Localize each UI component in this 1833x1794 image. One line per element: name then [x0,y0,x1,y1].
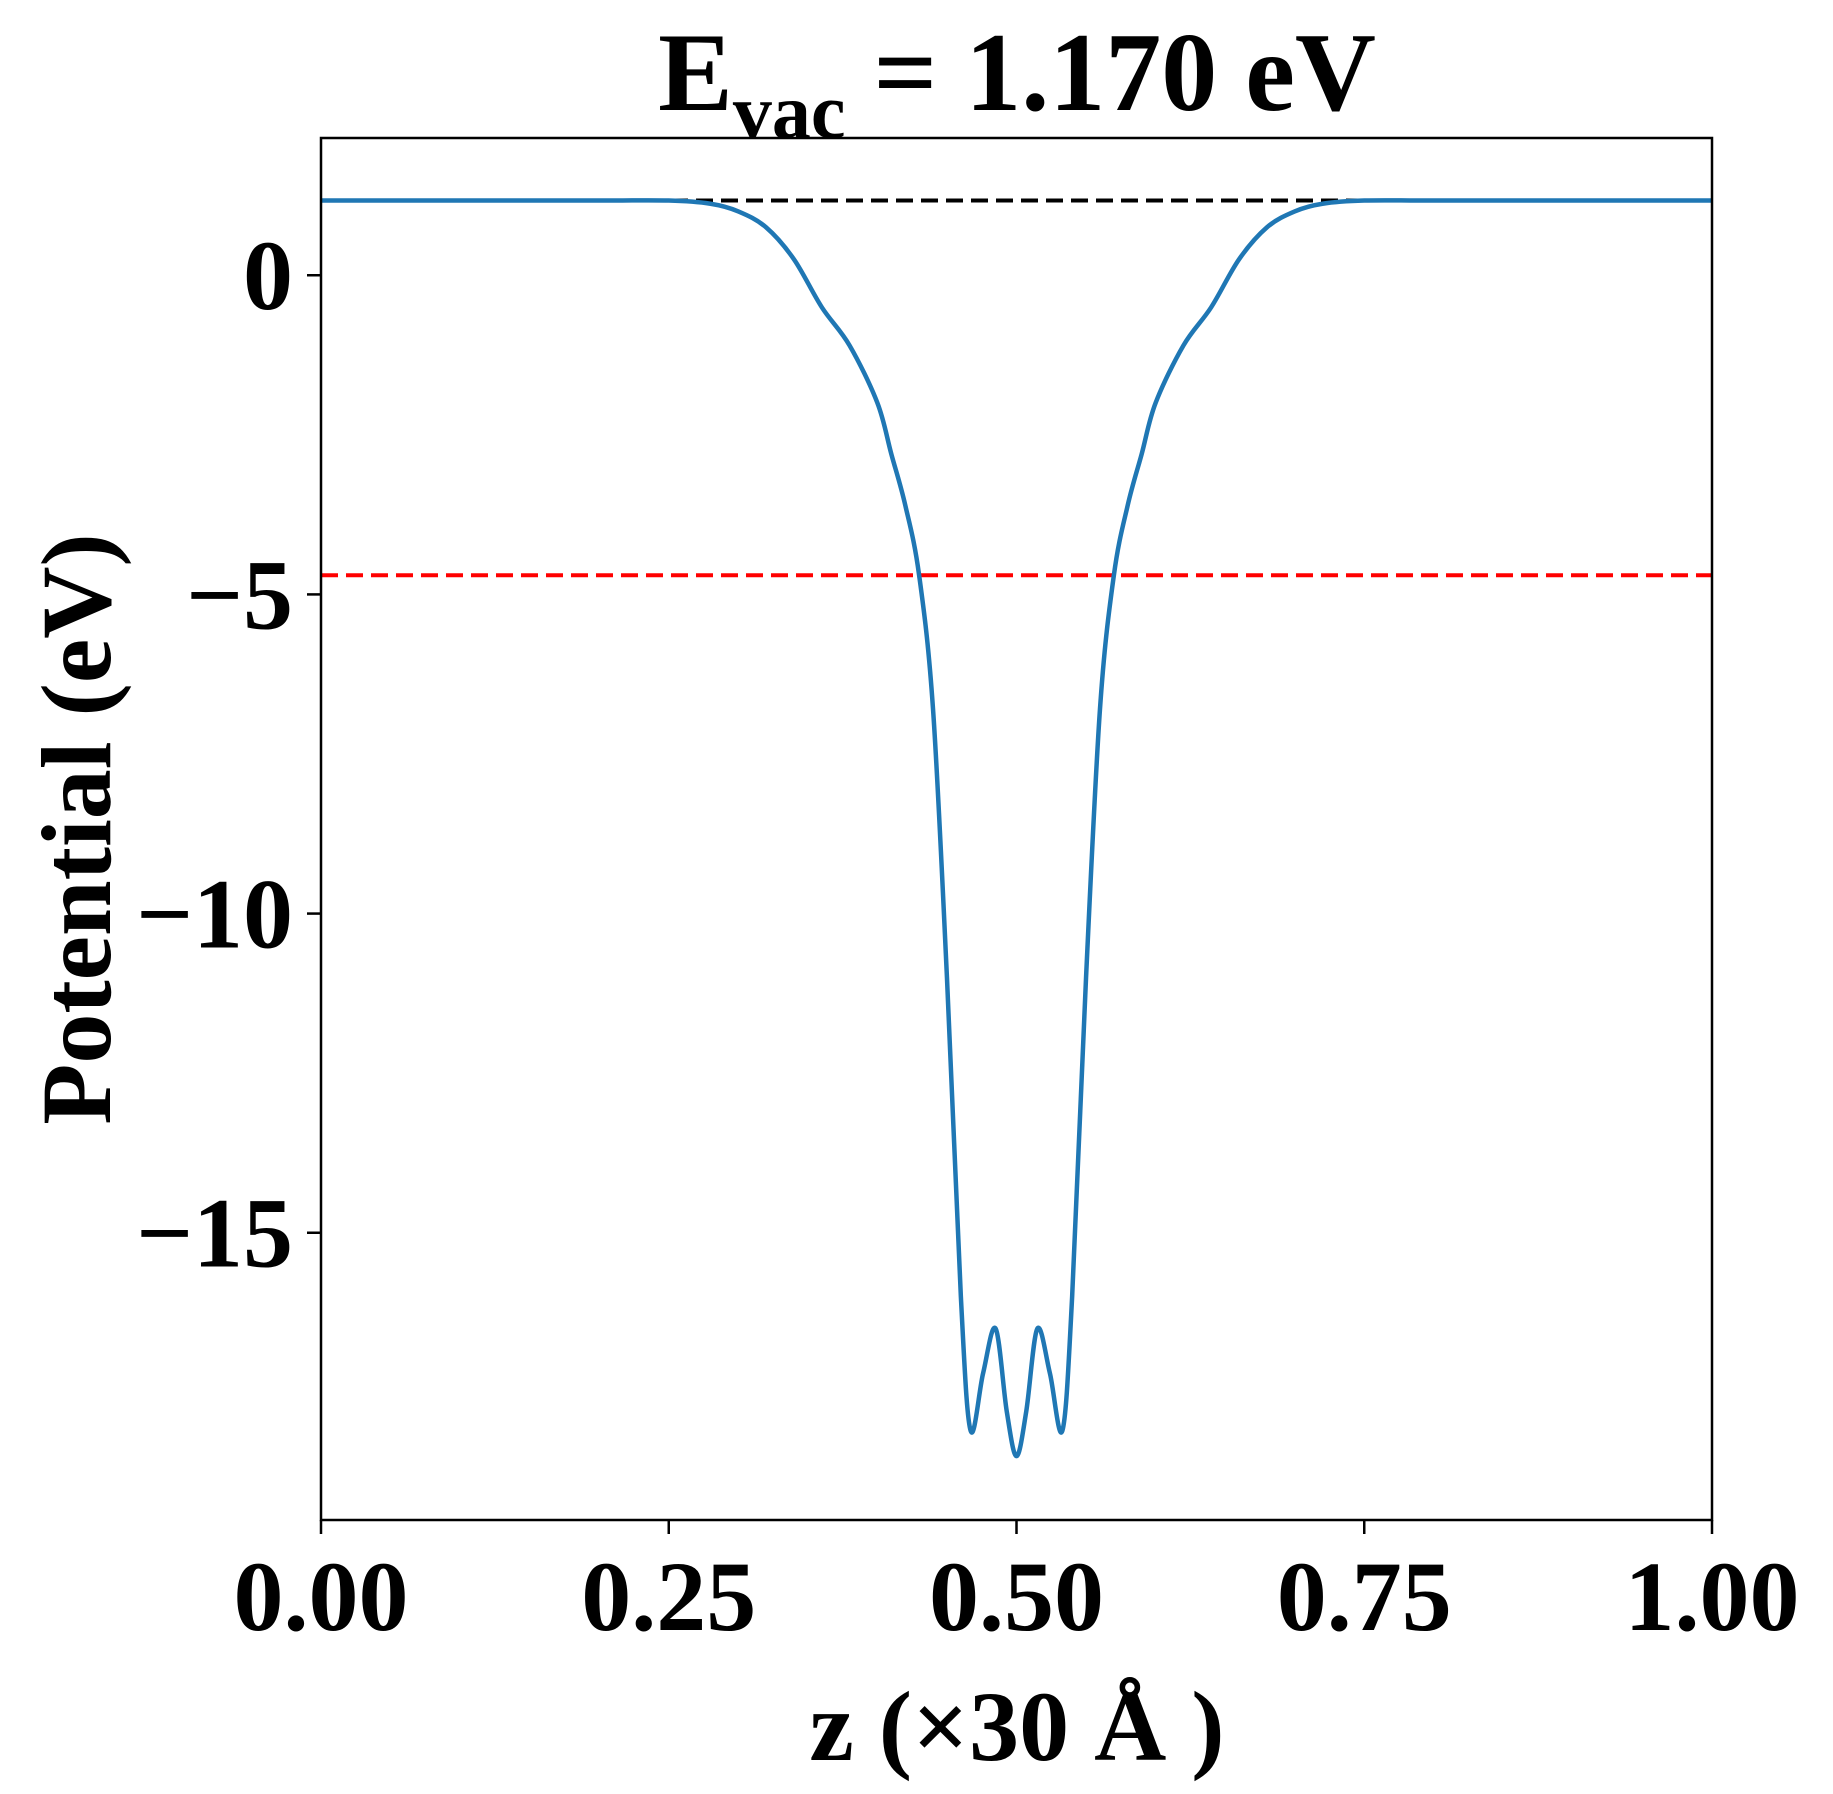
y-tick-label: 0 [243,220,293,331]
axes-frame [319,136,1714,1522]
x-tick-label: 0.75 [1277,1541,1452,1652]
plot-area [319,136,1714,1522]
chart-title: Evac = 1.170 eV [658,11,1376,155]
x-tick-label: 1.00 [1625,1541,1800,1652]
title-main: E [658,11,733,135]
y-axis-label: Potential (eV) [21,533,132,1124]
y-tick-label: −10 [136,859,293,970]
title-subscript: vac [733,68,846,155]
x-axis: 0.00 0.25 0.50 0.75 1.00 [234,1520,1800,1652]
x-tick-label: 0.50 [929,1541,1104,1652]
potential-curve [321,198,1712,1459]
title-rest: = 1.170 eV [845,11,1375,135]
y-axis: 0 −5 −10 −15 [136,220,321,1289]
x-tick-label: 0.00 [234,1541,409,1652]
y-tick-label: −15 [136,1178,293,1289]
x-tick-label: 0.25 [581,1541,756,1652]
y-tick-label: −5 [186,539,293,650]
x-axis-label: z (×30 Å ) [809,1671,1224,1782]
